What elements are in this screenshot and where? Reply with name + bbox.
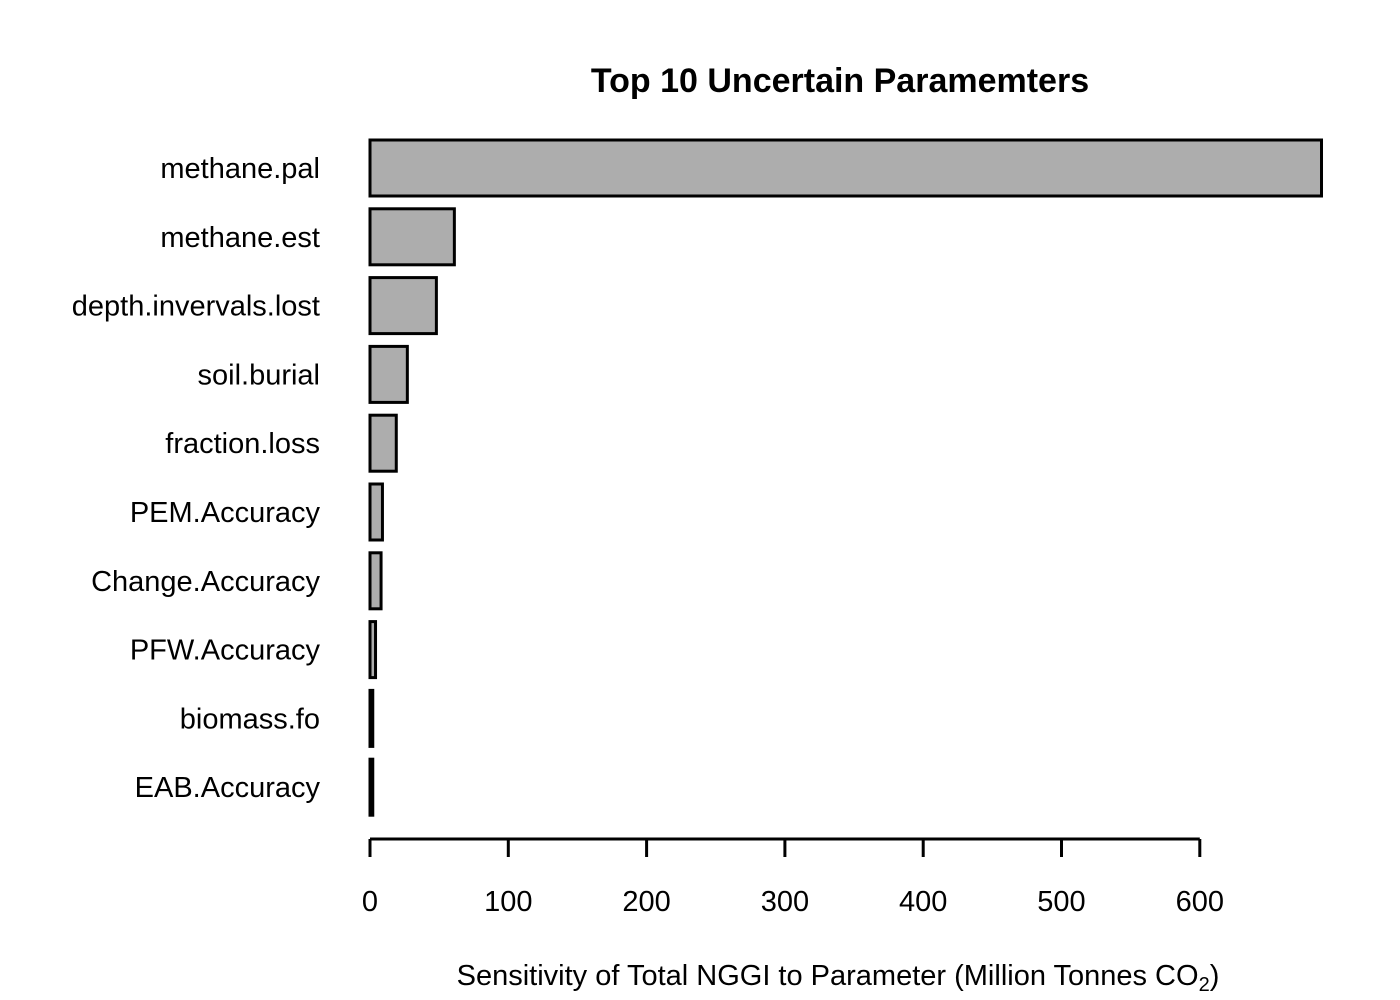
category-label: Change.Accuracy: [91, 566, 320, 598]
category-label: methane.pal: [160, 153, 320, 185]
x-axis-title: Sensitivity of Total NGGI to Parameter (…: [457, 960, 1220, 996]
x-tick-label: 200: [622, 886, 670, 918]
x-axis-title-suffix: ): [1210, 960, 1220, 992]
category-label: PFW.Accuracy: [130, 635, 321, 667]
bar-methane-est: [368, 207, 456, 267]
x-axis-title-subscript: 2: [1199, 974, 1210, 996]
bars-group: [368, 138, 1324, 817]
category-label: depth.invervals.lost: [72, 291, 320, 323]
x-tick-label: 500: [1037, 886, 1085, 918]
chart-title: Top 10 Uncertain Paramemters: [591, 62, 1089, 100]
category-labels-group: methane.pal methane.est depth.invervals.lo…: [72, 153, 321, 804]
x-tick-label: 600: [1176, 886, 1224, 918]
x-tick-label: 0: [362, 886, 378, 918]
x-tick-label: 400: [899, 886, 947, 918]
bar-depth-invervals-lost: [368, 276, 438, 336]
x-axis: 0 100 200 300 400 500 600: [362, 837, 1224, 918]
bar-biomass-fo: [368, 688, 375, 748]
x-tick-label: 100: [484, 886, 532, 918]
category-label: methane.est: [160, 222, 320, 254]
category-label: soil.burial: [198, 359, 321, 391]
category-label: fraction.loss: [165, 428, 320, 460]
bar-change-accuracy: [368, 551, 383, 611]
category-label: EAB.Accuracy: [135, 772, 321, 804]
x-tick-label: 300: [761, 886, 809, 918]
bar-eab-accuracy: [368, 757, 375, 817]
category-label: PEM.Accuracy: [130, 497, 321, 529]
x-axis-title-main: Sensitivity of Total NGGI to Parameter (…: [457, 960, 1199, 992]
category-label: biomass.fo: [180, 703, 320, 735]
bar-pfw-accuracy: [368, 620, 378, 680]
bar-pem-accuracy: [368, 482, 384, 542]
bar-fraction-loss: [368, 413, 398, 473]
bar-methane-pal: [368, 138, 1324, 198]
bar-soil-burial: [368, 344, 409, 404]
